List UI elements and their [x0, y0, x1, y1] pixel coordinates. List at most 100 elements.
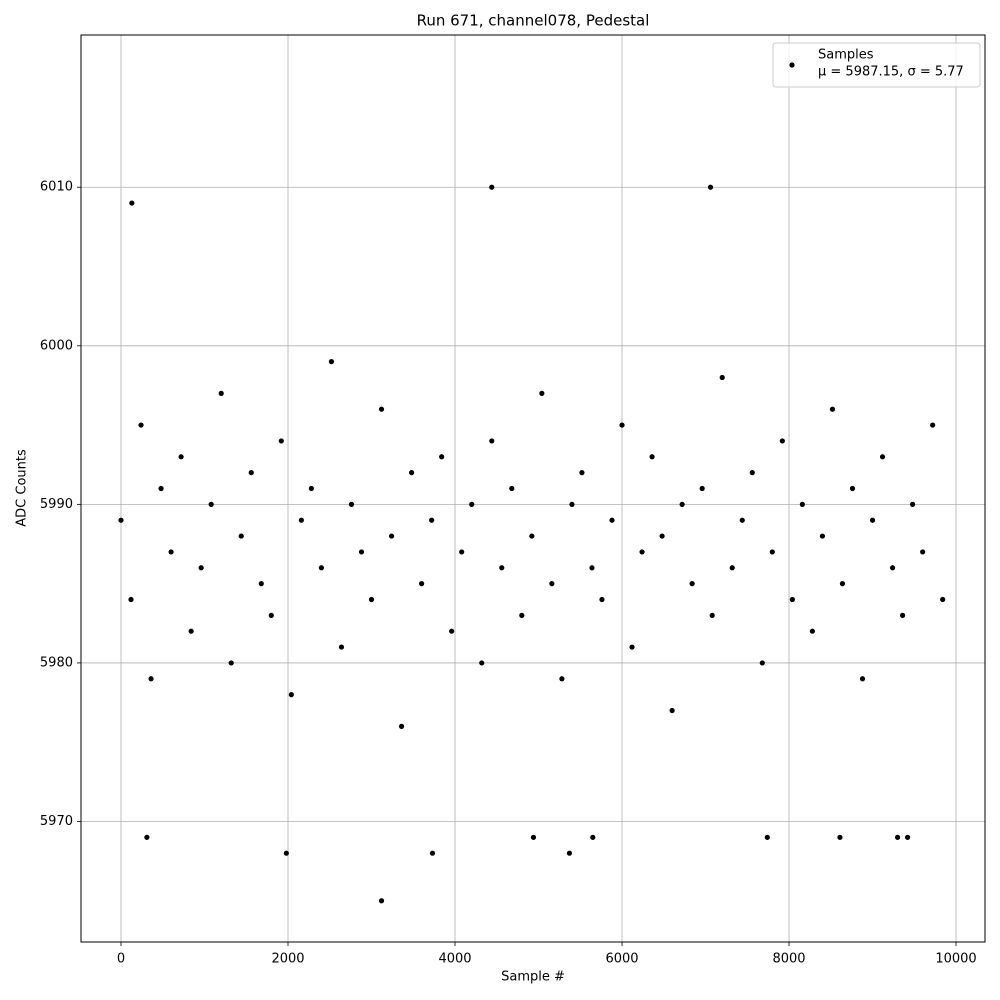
point: [148, 676, 154, 682]
point: [328, 359, 335, 365]
point: [238, 533, 244, 539]
point: [268, 612, 274, 618]
point: [889, 565, 896, 571]
point: [218, 390, 224, 396]
point: [378, 898, 385, 904]
y-tick-label: 5980: [40, 655, 73, 670]
point: [849, 485, 856, 492]
point: [669, 707, 675, 714]
y-tick-label: 6010: [40, 180, 73, 195]
point: [338, 644, 345, 650]
x-tick-label: 6000: [605, 952, 638, 967]
grid: 0 2000 4000 6000 8000 10000 5970 5980 5990 6000 60…: [40, 35, 985, 967]
point: [590, 834, 596, 840]
point: [559, 676, 565, 682]
legend-marker: [789, 62, 795, 68]
point: [144, 834, 150, 840]
point: [408, 470, 415, 476]
point: [809, 628, 815, 634]
point: [208, 501, 214, 507]
y-axis-label: ADC Counts: [15, 449, 30, 527]
point: [258, 581, 264, 587]
legend: Samples μ = 5987.15, σ = 5.77: [772, 42, 981, 88]
point: [799, 501, 805, 507]
point: [879, 454, 886, 460]
y-tick-label: 5990: [40, 497, 73, 512]
point: [368, 596, 375, 603]
y-tick-label: 6000: [40, 338, 73, 353]
point: [388, 533, 395, 539]
y-tick-label: 5970: [40, 814, 73, 829]
point: [128, 596, 134, 603]
point: [469, 501, 475, 507]
point: [689, 581, 695, 587]
point: [398, 723, 405, 729]
point: [910, 501, 916, 507]
point: [719, 374, 725, 381]
point: [759, 660, 765, 666]
point: [129, 200, 135, 206]
point: [649, 454, 655, 460]
point: [940, 596, 946, 603]
point: [419, 581, 425, 587]
point: [779, 438, 785, 444]
legend-label: Samples: [818, 48, 874, 63]
point: [158, 485, 164, 492]
point: [479, 660, 485, 666]
plot-frame: [80, 34, 986, 943]
point: [859, 676, 866, 682]
point: [709, 612, 715, 618]
point: [837, 834, 843, 840]
x-tick-label: 10000: [935, 952, 976, 967]
point: [589, 565, 595, 571]
chart-title: Run 671, channel078, Pedestal: [417, 12, 650, 30]
point: [869, 517, 876, 523]
point: [298, 517, 304, 523]
point: [639, 549, 645, 555]
x-tick-label: 4000: [438, 952, 471, 967]
points: [118, 184, 946, 904]
point: [894, 834, 901, 840]
point: [549, 581, 555, 587]
point: [609, 517, 615, 523]
point: [579, 470, 585, 476]
point: [739, 517, 745, 523]
point: [699, 485, 705, 492]
x-tick-label: 2000: [271, 952, 304, 967]
point: [118, 517, 124, 523]
point: [920, 549, 926, 555]
x-tick-label: 0: [117, 952, 125, 967]
point: [566, 850, 573, 856]
point: [749, 470, 755, 476]
point: [829, 406, 836, 412]
point: [509, 485, 515, 492]
point: [769, 549, 775, 555]
point: [449, 628, 455, 634]
point: [519, 612, 525, 618]
point: [288, 692, 294, 698]
point: [930, 422, 936, 428]
point: [228, 660, 234, 666]
x-tick-label: 8000: [772, 952, 805, 967]
point: [459, 549, 465, 555]
point: [358, 549, 365, 555]
legend-note: μ = 5987.15, σ = 5.77: [818, 65, 964, 80]
point: [178, 454, 184, 460]
point: [764, 834, 770, 840]
point: [629, 644, 635, 650]
point: [599, 596, 605, 603]
point: [138, 422, 144, 428]
point: [529, 533, 535, 539]
x-axis-label: Sample #: [501, 970, 565, 985]
point: [283, 850, 289, 856]
point: [198, 565, 204, 571]
point: [904, 834, 911, 840]
point: [489, 184, 495, 190]
point: [819, 533, 826, 539]
point: [439, 454, 445, 460]
point: [539, 390, 545, 396]
point: [619, 422, 625, 428]
point: [318, 565, 325, 571]
point: [729, 565, 735, 571]
point: [707, 184, 714, 190]
